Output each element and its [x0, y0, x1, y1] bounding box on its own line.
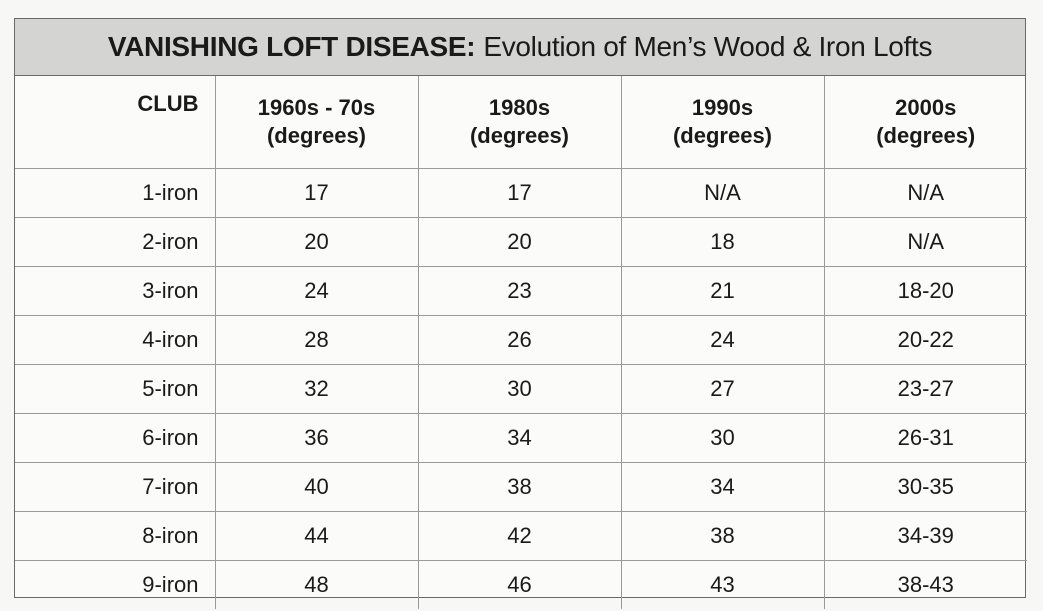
club-name-cell: 4-iron [15, 315, 216, 365]
loft-value-cell: 36 [215, 413, 419, 463]
loft-table-sheet: VANISHING LOFT DISEASE: Evolution of Men… [14, 18, 1027, 609]
table-row: 6-iron 36 34 30 26-31 [15, 413, 1027, 463]
column-header-label: 1990s [691, 95, 754, 120]
loft-value-cell: 34 [418, 413, 622, 463]
loft-value-cell: 20-22 [824, 315, 1027, 365]
table-row: 2-iron 20 20 18 N/A [15, 217, 1027, 267]
table-body: 1-iron 17 17 N/A N/A 2-iron 20 20 18 N/A 3-iron 24 2… [15, 168, 1027, 609]
loft-value-cell: 17 [215, 168, 419, 218]
loft-value-cell: N/A [621, 168, 825, 218]
loft-table: CLUB 1960s - 70s (degrees) 1980s (degrees) 19… [15, 76, 1027, 609]
header-row: CLUB 1960s - 70s (degrees) 1980s (degrees) 19… [15, 76, 1027, 169]
loft-value-cell: 46 [418, 560, 622, 609]
loft-value-cell: 42 [418, 511, 622, 561]
club-name-cell: 5-iron [15, 364, 216, 414]
column-header: 1960s - 70s (degrees) [215, 76, 419, 169]
club-name-cell: 1-iron [15, 168, 216, 218]
loft-value-cell: 38 [621, 511, 825, 561]
loft-value-cell: 23-27 [824, 364, 1027, 414]
table-row: 9-iron 48 46 43 38-43 [15, 560, 1027, 609]
loft-value-cell: 38-43 [897, 572, 954, 597]
club-name-cell: 9-iron [15, 560, 216, 609]
club-name-cell: 8-iron [15, 511, 216, 561]
table-title: VANISHING LOFT DISEASE: Evolution of Men… [15, 19, 1025, 76]
loft-value-cell: 18-20 [824, 266, 1027, 316]
table-title-bold: VANISHING LOFT DISEASE: [107, 31, 476, 62]
loft-value-cell: 26 [418, 315, 622, 365]
table-row: 8-iron 44 42 38 34-39 [15, 511, 1027, 561]
loft-value-cell: 24 [215, 266, 419, 316]
loft-value-cell: 40 [215, 462, 419, 512]
loft-value-cell: 21 [621, 266, 825, 316]
club-name-cell: 3-iron [15, 266, 216, 316]
loft-value-cell: 30 [418, 364, 622, 414]
club-name-cell: 2-iron [15, 217, 216, 267]
loft-value-cell: N/A [824, 168, 1027, 218]
column-header-label: 1980s [488, 95, 551, 120]
table-row: 7-iron 40 38 34 30-35 [15, 462, 1027, 512]
loft-value-cell: 38 [418, 462, 622, 512]
column-header-label: 2000s [895, 95, 957, 120]
loft-value-cell: 30 [621, 413, 825, 463]
column-header-club: CLUB [15, 76, 216, 169]
loft-value-cell: 34-39 [824, 511, 1027, 561]
table-title-rest: Evolution of Men’s Wood & Iron Lofts [483, 31, 933, 62]
loft-value-cell: 34 [621, 462, 825, 512]
loft-value-cell: 30-35 [824, 462, 1027, 512]
column-header-label: CLUB [137, 91, 199, 116]
table-row: 4-iron 28 26 24 20-22 [15, 315, 1027, 365]
loft-value-cell: 20 [215, 217, 419, 267]
loft-value-cell: 26-31 [824, 413, 1027, 463]
column-header: 2000s (degrees) [824, 76, 1027, 169]
table-header: CLUB 1960s - 70s (degrees) 1980s (degrees) 19… [15, 76, 1027, 169]
table-row: 5-iron 32 30 27 23-27 [15, 364, 1027, 414]
loft-value-cell: 28 [215, 315, 419, 365]
loft-value-cell: 24 [621, 315, 825, 365]
column-header-unit: (degrees) [266, 123, 367, 148]
column-header-unit: (degrees) [469, 123, 570, 148]
club-name-cell: 7-iron [15, 462, 216, 512]
column-header-label: 1960s - 70s [257, 95, 376, 120]
loft-value-cell: N/A [824, 217, 1027, 267]
column-header-unit: (degrees) [672, 123, 773, 148]
loft-value-cell: 17 [418, 168, 622, 218]
column-header: 1990s (degrees) [621, 76, 825, 169]
column-header-unit: (degrees) [876, 123, 976, 148]
loft-value-cell: 44 [215, 511, 419, 561]
loft-value-cell: 48 [215, 560, 419, 609]
loft-value-cell: 27 [621, 364, 825, 414]
table-row: 1-iron 17 17 N/A N/A [15, 168, 1027, 218]
club-name-cell: 6-iron [15, 413, 216, 463]
loft-value-cell: 43 [621, 560, 825, 609]
loft-value-cell: 20 [418, 217, 622, 267]
column-header: 1980s (degrees) [418, 76, 622, 169]
loft-value-cell: 18 [621, 217, 825, 267]
loft-value-cell: 23 [418, 266, 622, 316]
table-row: 3-iron 24 23 21 18-20 [15, 266, 1027, 316]
loft-value-cell: 32 [215, 364, 419, 414]
